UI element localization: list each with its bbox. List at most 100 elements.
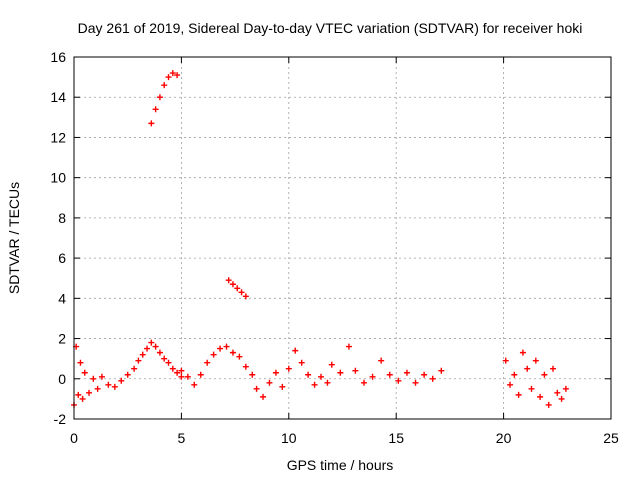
data-point: [161, 82, 168, 89]
data-point: [328, 361, 335, 368]
data-point: [144, 345, 151, 352]
data-point: [369, 373, 376, 380]
x-tick-label: 15: [388, 430, 404, 446]
data-point: [86, 389, 93, 396]
data-point: [324, 379, 331, 386]
data-point: [191, 381, 198, 388]
data-point: [272, 369, 279, 376]
data-point: [550, 365, 557, 372]
y-tick-label: 10: [50, 170, 66, 186]
data-point: [178, 373, 185, 380]
data-point: [386, 371, 393, 378]
data-point: [360, 379, 367, 386]
data-point: [174, 369, 181, 376]
data-point: [178, 367, 185, 374]
data-point: [139, 351, 146, 358]
data-point: [337, 369, 344, 376]
data-point: [165, 74, 172, 81]
data-point: [528, 385, 535, 392]
data-point: [421, 371, 428, 378]
data-point: [131, 365, 138, 372]
data-point: [135, 357, 142, 364]
data-point: [94, 385, 101, 392]
data-point: [236, 353, 243, 360]
data-point: [174, 72, 181, 79]
y-tick-label: 2: [58, 331, 66, 347]
data-point: [532, 357, 539, 364]
data-point: [225, 277, 232, 284]
x-tick-label: 0: [70, 430, 78, 446]
gridlines: [74, 57, 611, 419]
data-point: [554, 389, 561, 396]
data-point: [238, 289, 245, 296]
data-point: [395, 377, 402, 384]
data-point: [234, 285, 241, 292]
data-point: [77, 359, 84, 366]
series-arc-mid: [225, 277, 249, 300]
data-point: [403, 369, 410, 376]
data-point: [524, 365, 531, 372]
data-point: [537, 393, 544, 400]
data-point: [249, 371, 256, 378]
data-point: [345, 343, 352, 350]
y-axis-label: SDTVAR / TECUs: [6, 182, 22, 294]
data-point: [184, 373, 191, 380]
data-point: [292, 347, 299, 354]
y-tick-label: 14: [50, 89, 66, 105]
plot-frame: [73, 56, 612, 420]
series-cluster-12-17h: [328, 343, 445, 386]
x-tick-label: 25: [603, 430, 619, 446]
data-point: [438, 367, 445, 374]
data-point: [98, 373, 105, 380]
data-points: [71, 70, 569, 408]
y-tick-label: 8: [58, 210, 66, 226]
x-tick-label: 5: [178, 430, 186, 446]
data-point: [197, 371, 204, 378]
data-point: [161, 355, 168, 362]
data-point: [217, 345, 224, 352]
data-point: [305, 371, 312, 378]
data-point: [75, 391, 82, 398]
y-tick-label: -2: [54, 411, 67, 427]
data-point: [279, 383, 286, 390]
data-point: [298, 359, 305, 366]
data-point: [229, 281, 236, 288]
data-point: [507, 381, 514, 388]
data-point: [152, 106, 159, 113]
data-point: [318, 373, 325, 380]
data-point: [111, 383, 118, 390]
series-cluster-8-12h: [253, 347, 331, 400]
data-point: [429, 375, 436, 382]
data-point: [79, 395, 86, 402]
data-point: [545, 401, 552, 408]
series-cluster-0-2h: [71, 343, 118, 408]
series-cluster-20-23h: [502, 349, 569, 408]
data-point: [541, 371, 548, 378]
data-point: [204, 359, 211, 366]
data-point: [311, 381, 318, 388]
data-point: [253, 385, 260, 392]
data-point: [148, 120, 155, 127]
data-point: [156, 94, 163, 101]
data-point: [502, 357, 509, 364]
x-axis-label: GPS time / hours: [287, 457, 394, 473]
data-point: [511, 371, 518, 378]
x-tick-label: 20: [496, 430, 512, 446]
data-point: [156, 349, 163, 356]
series-cluster-5-8h: [178, 343, 256, 388]
y-tick-label: 12: [50, 129, 66, 145]
chart-title: Day 261 of 2019, Sidereal Day-to-day VTE…: [78, 20, 583, 36]
y-tick-label: 6: [58, 250, 66, 266]
data-point: [285, 365, 292, 372]
data-point: [169, 70, 176, 77]
data-point: [169, 365, 176, 372]
data-point: [210, 351, 217, 358]
data-point: [223, 343, 230, 350]
data-point: [242, 293, 249, 300]
data-point: [90, 375, 97, 382]
data-point: [165, 359, 172, 366]
data-point: [515, 391, 522, 398]
data-point: [266, 379, 273, 386]
y-tick-label: 4: [58, 290, 66, 306]
